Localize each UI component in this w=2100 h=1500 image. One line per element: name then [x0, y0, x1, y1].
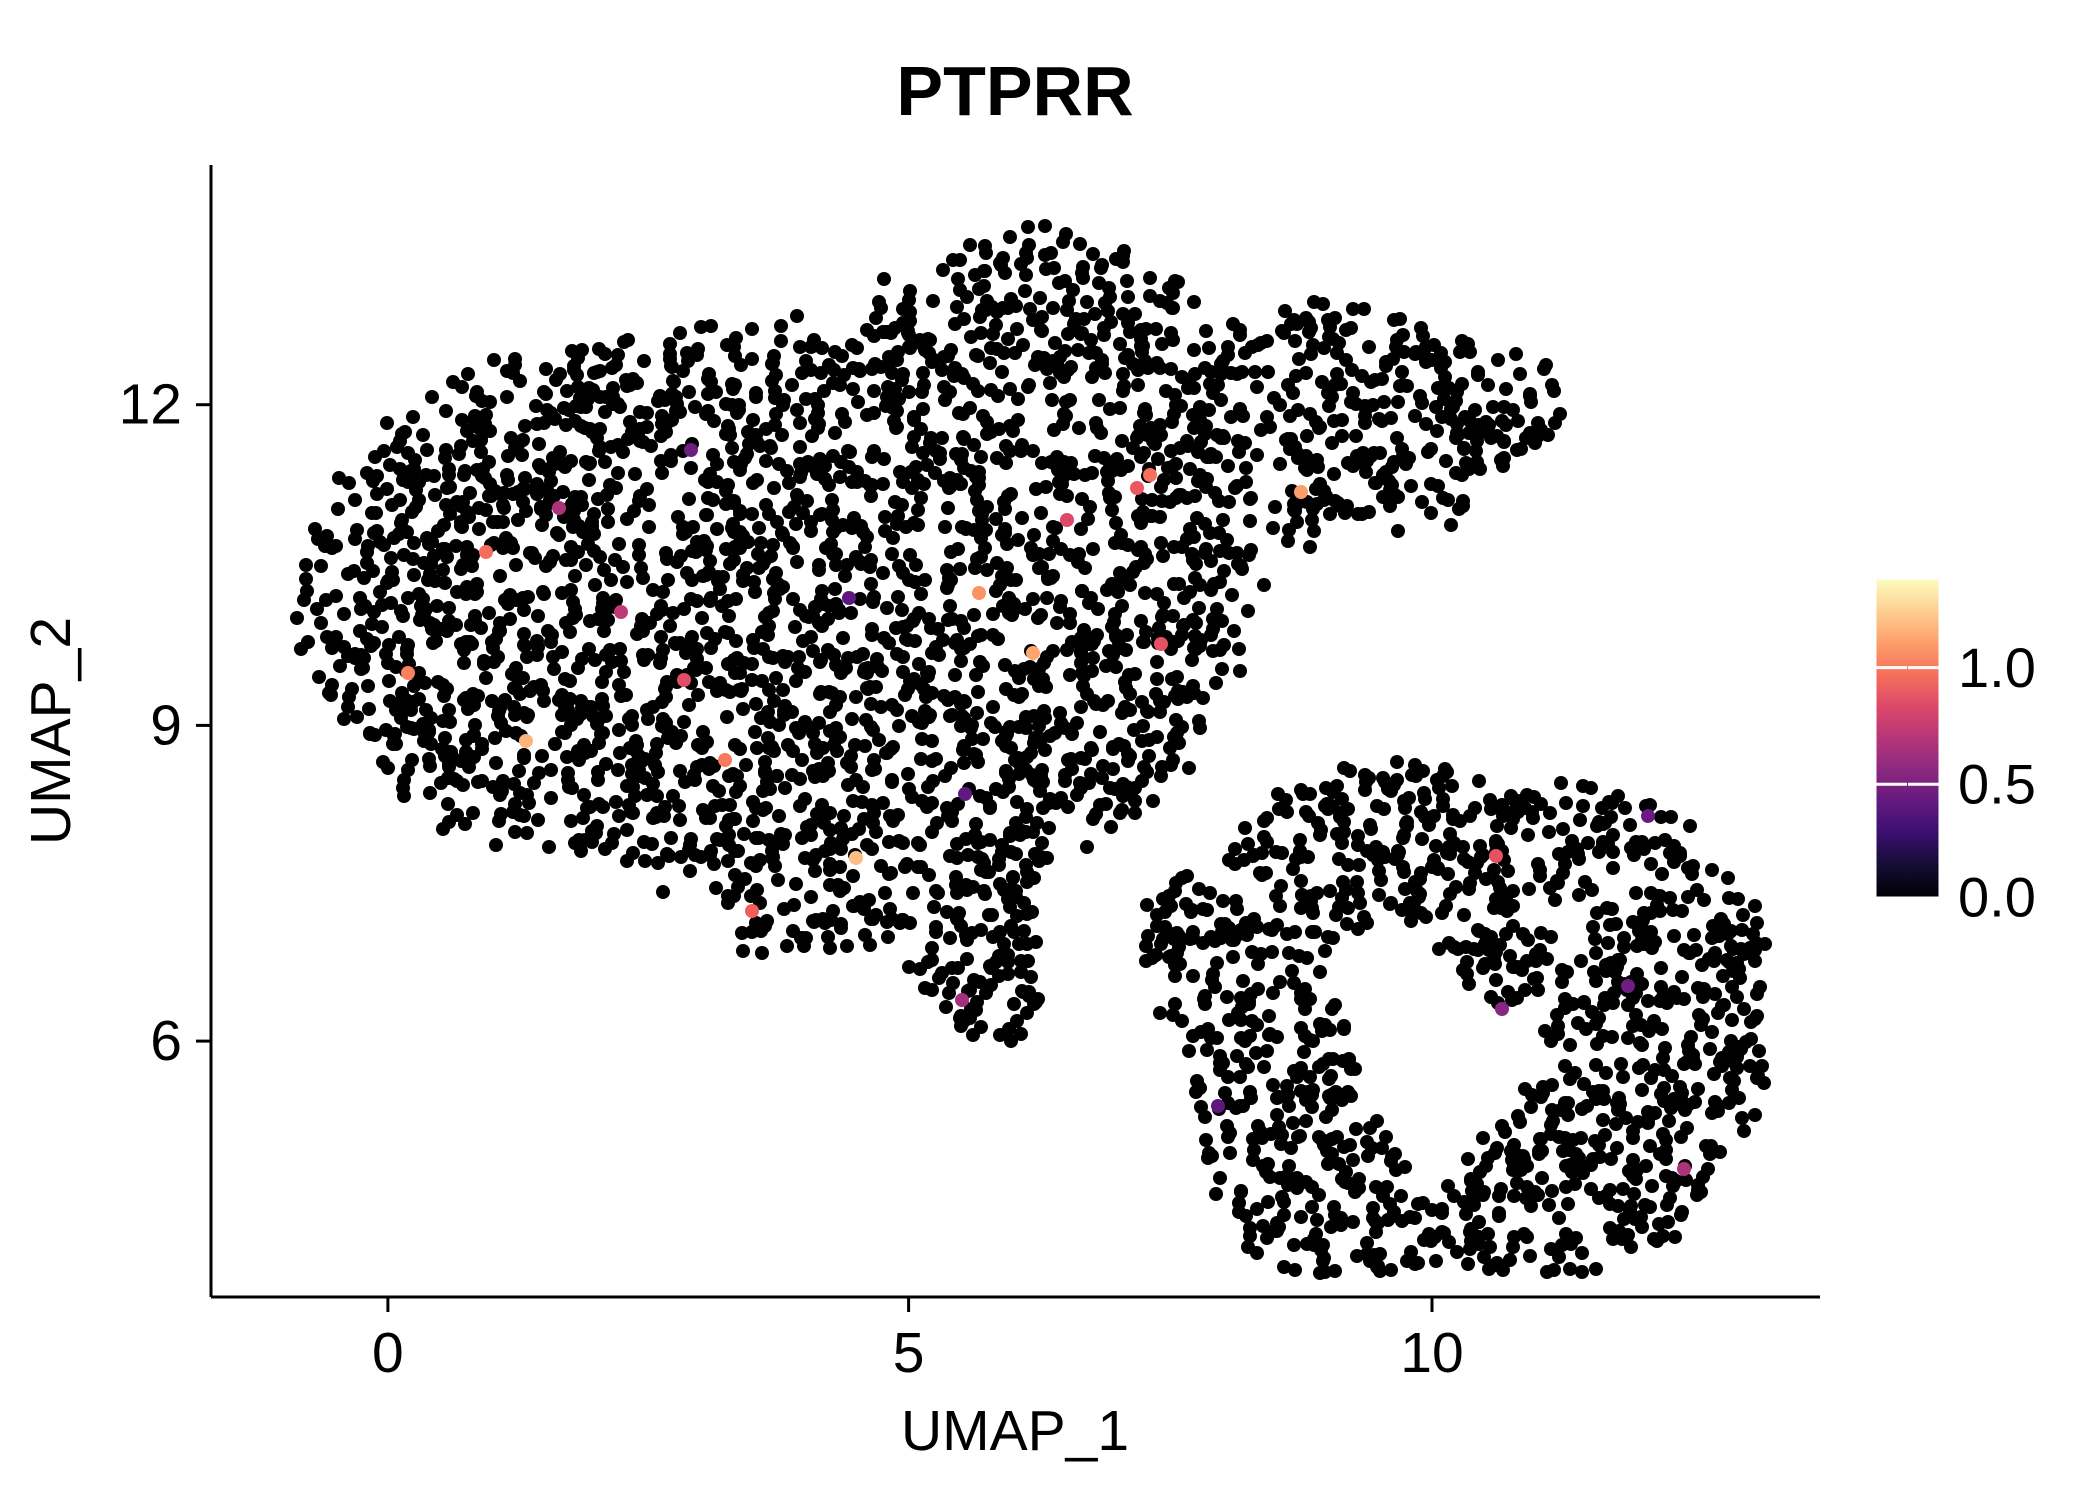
svg-text:5: 5 — [893, 1321, 925, 1385]
svg-text:UMAP_1: UMAP_1 — [901, 1399, 1129, 1463]
svg-text:9: 9 — [150, 693, 182, 757]
svg-text:1.0: 1.0 — [1958, 636, 2036, 699]
svg-text:6: 6 — [150, 1009, 182, 1073]
svg-text:0.0: 0.0 — [1958, 865, 2036, 928]
svg-text:10: 10 — [1400, 1321, 1463, 1385]
svg-text:UMAP_2: UMAP_2 — [19, 617, 83, 845]
svg-text:0.5: 0.5 — [1958, 753, 2036, 816]
svg-text:12: 12 — [119, 373, 182, 437]
svg-text:0: 0 — [372, 1321, 404, 1385]
svg-text:PTPRR: PTPRR — [896, 52, 1133, 130]
